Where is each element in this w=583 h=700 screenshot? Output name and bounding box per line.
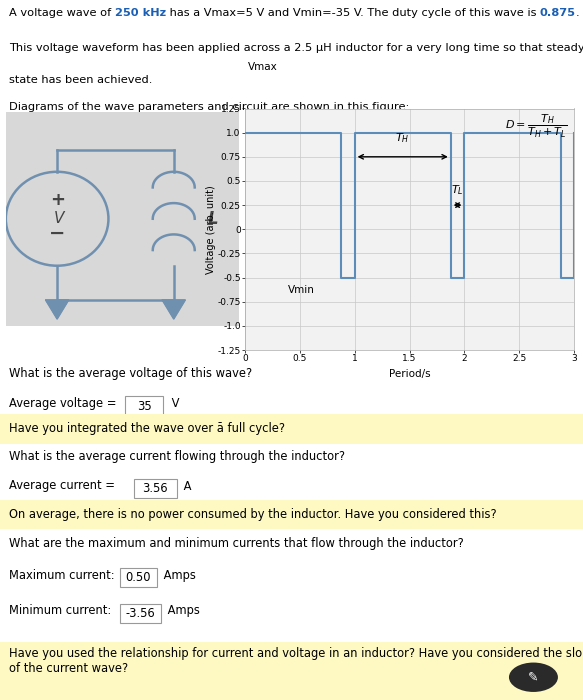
Text: Minimum current:: Minimum current:: [9, 603, 115, 617]
Text: $D = \dfrac{T_H}{T_H + T_L}$: $D = \dfrac{T_H}{T_H + T_L}$: [505, 113, 568, 141]
Text: Vmax: Vmax: [248, 62, 278, 72]
Bar: [125, 396, 163, 416]
Text: V: V: [168, 398, 180, 410]
Text: Vmin: Vmin: [287, 285, 315, 295]
Text: 0.875: 0.875: [540, 8, 576, 18]
Bar: [134, 479, 177, 498]
Text: 35: 35: [137, 400, 152, 412]
Text: V: V: [54, 211, 65, 226]
Bar: [0, 500, 583, 529]
Text: .: .: [576, 8, 580, 18]
Text: 0.50: 0.50: [126, 571, 151, 584]
Y-axis label: Voltage (arb. unit): Voltage (arb. unit): [206, 185, 216, 274]
Text: 3.56: 3.56: [143, 482, 168, 495]
Bar: [0, 643, 583, 700]
Text: Have you used the relationship for current and voltage in an inductor? Have you : Have you used the relationship for curre…: [9, 648, 583, 676]
Text: $T_H$: $T_H$: [395, 132, 410, 145]
Text: Average current =: Average current =: [9, 480, 118, 493]
Bar: [120, 603, 161, 623]
Text: On average, there is no power consumed by the inductor. Have you considered this: On average, there is no power consumed b…: [9, 508, 496, 521]
X-axis label: Period/s: Period/s: [389, 369, 430, 379]
Text: ✎: ✎: [528, 671, 539, 684]
Text: Amps: Amps: [160, 568, 196, 582]
Circle shape: [509, 662, 558, 692]
Text: -3.56: -3.56: [125, 607, 156, 620]
Bar: [0, 414, 583, 444]
Text: 250 kHz: 250 kHz: [115, 8, 166, 18]
Text: state has been achieved.: state has been achieved.: [9, 75, 152, 85]
Text: $T_L$: $T_L$: [451, 183, 464, 197]
Bar: [120, 568, 157, 587]
Text: This voltage waveform has been applied across a 2.5 μH inductor for a very long : This voltage waveform has been applied a…: [9, 43, 583, 52]
Text: What is the average voltage of this wave?: What is the average voltage of this wave…: [9, 368, 252, 381]
Text: What are the maximum and minimum currents that flow through the inductor?: What are the maximum and minimum current…: [9, 538, 463, 550]
Text: has a Vmax=5 V and Vmin=-35 V. The duty cycle of this wave is: has a Vmax=5 V and Vmin=-35 V. The duty …: [166, 8, 540, 18]
Polygon shape: [45, 300, 69, 319]
Text: +: +: [50, 190, 65, 209]
Text: Maximum current:: Maximum current:: [9, 568, 118, 582]
Text: Amps: Amps: [164, 603, 201, 617]
Text: Have you integrated the wave over ā full cycle?: Have you integrated the wave over ā full…: [9, 422, 285, 435]
Text: A: A: [180, 480, 191, 493]
Text: −: −: [49, 224, 65, 243]
Text: L: L: [208, 210, 219, 228]
Text: Diagrams of the wave parameters and circuit are shown in this figure:: Diagrams of the wave parameters and circ…: [9, 102, 409, 111]
Text: A voltage wave of: A voltage wave of: [9, 8, 115, 18]
Polygon shape: [162, 300, 185, 319]
Text: What is the average current flowing through the inductor?: What is the average current flowing thro…: [9, 450, 345, 463]
Text: Average voltage =: Average voltage =: [9, 398, 120, 410]
